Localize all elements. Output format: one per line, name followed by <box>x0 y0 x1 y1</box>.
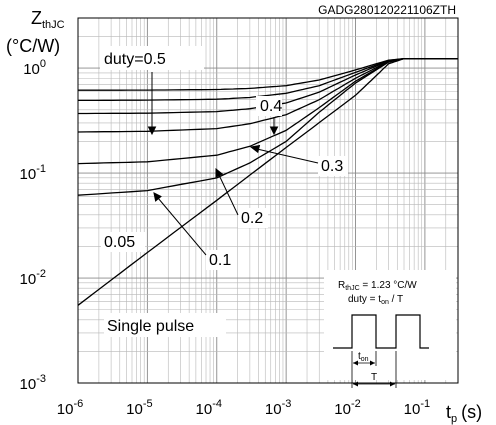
label-duty-02: 0.2 <box>241 210 263 227</box>
x-tick-label: 10-2 <box>334 398 360 418</box>
x-tick-label: 10-5 <box>126 398 152 418</box>
x-tick-label: 10-4 <box>196 398 222 418</box>
curves <box>77 57 458 306</box>
y-tick-label: 10-2 <box>20 268 46 288</box>
tick-labels: 10-6 10-5 10-4 10-3 10-2 10-1 100 10-1 10-2 10-3 <box>20 58 431 418</box>
inset-ton-label: ton <box>358 351 369 363</box>
label-duty-04: 0.4 <box>260 98 282 115</box>
y-axis-unit: (°C/W) <box>6 36 60 56</box>
y-tick-label: 100 <box>23 58 46 78</box>
curve-series-6 <box>77 57 458 306</box>
leader-arrows <box>147 72 319 256</box>
plot-frame <box>77 17 459 384</box>
inset-duty: duty = ton / T <box>348 294 403 306</box>
arrow-duty-01 <box>157 197 207 256</box>
x-axis-label: tp (s) <box>446 402 482 425</box>
arrowhead-duty-04 <box>269 126 279 136</box>
arrowhead-duty-05 <box>147 126 157 136</box>
y-tick-label: 10-3 <box>20 373 46 393</box>
inset-period-label: T <box>371 372 377 383</box>
pulse-waveform <box>333 314 429 349</box>
arrowhead-duty-01 <box>153 192 162 202</box>
curve-annotations: duty=0.5 0.4 0.3 0.2 0.1 0.05 Single pul… <box>100 46 348 337</box>
curve-series-5 <box>77 57 458 196</box>
x-tick-label: 10-3 <box>265 398 291 418</box>
inset-rth: RthJC = 1.23 °C/W <box>338 280 417 292</box>
label-duty-05: duty=0.5 <box>104 51 166 68</box>
x-tick-label: 10-6 <box>57 398 83 418</box>
x-tick-label: 10-1 <box>404 398 430 418</box>
y-axis-label: ZthJC <box>31 8 65 31</box>
label-single-pulse: Single pulse <box>107 318 194 335</box>
arrowhead-duty-02 <box>215 167 224 178</box>
label-duty-03: 0.3 <box>321 158 343 175</box>
duty-cycle-inset: RthJC = 1.23 °C/W duty = ton / T ton T <box>324 270 456 388</box>
label-duty-005: 0.05 <box>104 234 135 251</box>
arrow-duty-03 <box>256 148 319 164</box>
y-tick-label: 10-1 <box>20 163 46 183</box>
arrow-duty-02 <box>218 174 239 216</box>
chart-title: GADG280120221106ZTH <box>318 3 456 17</box>
label-duty-01: 0.1 <box>209 252 231 269</box>
arrowhead-duty-03 <box>249 144 261 154</box>
